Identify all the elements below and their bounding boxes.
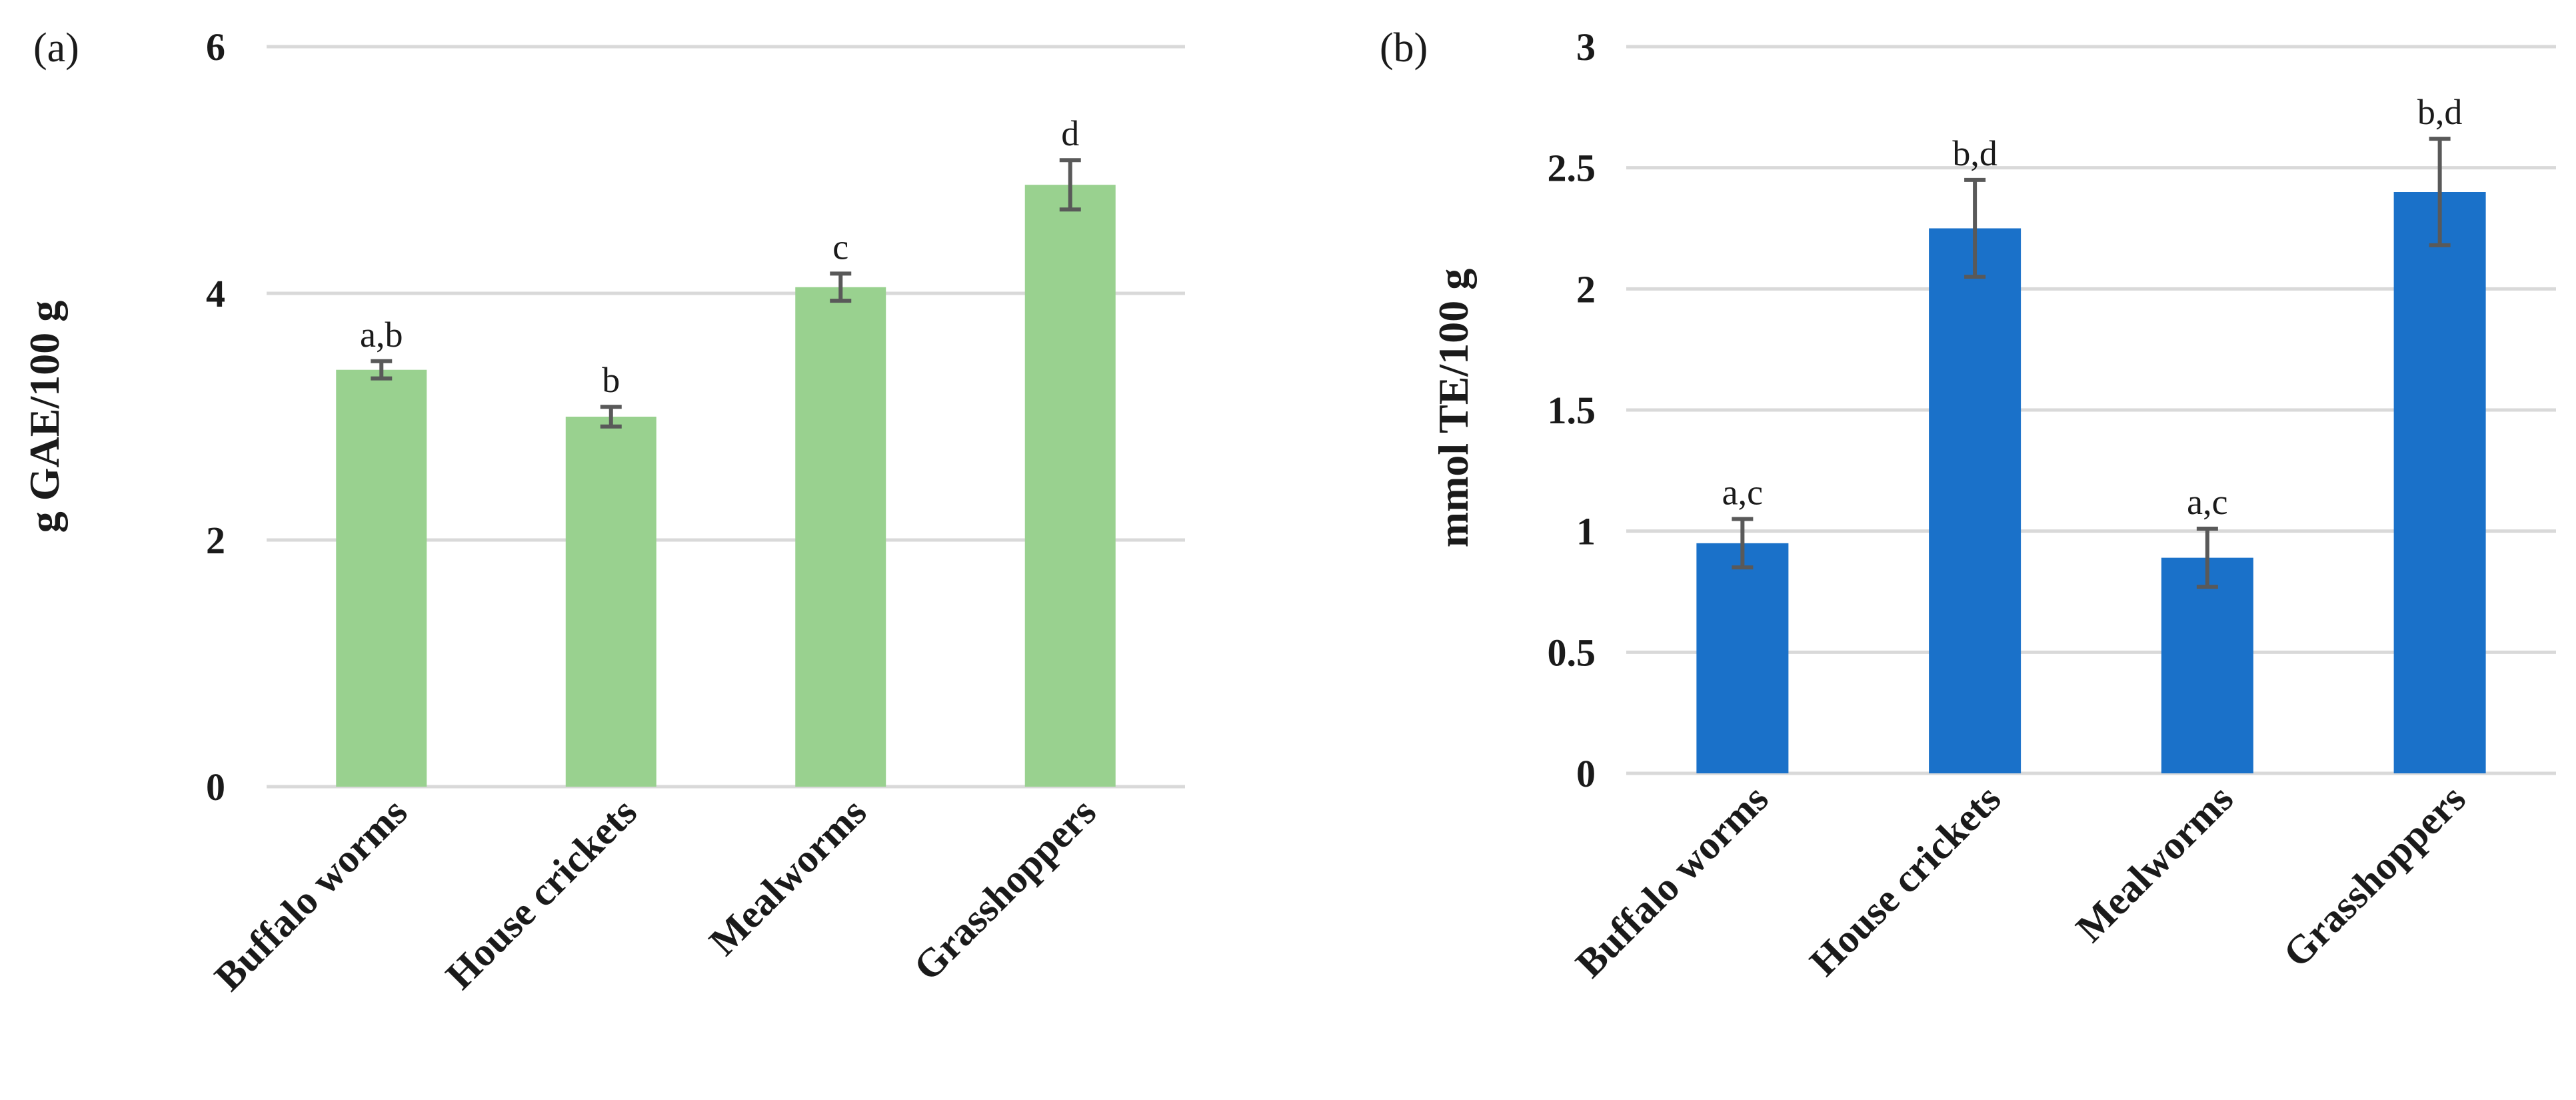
bar	[1024, 185, 1116, 787]
bar	[1929, 228, 2021, 773]
significance-label: a,c	[1722, 473, 1763, 513]
panel-label: (b)	[1380, 25, 1428, 71]
significance-label: a,b	[360, 315, 403, 355]
y-axis-title: g GAE/100 g	[21, 301, 68, 533]
panel-label: (a)	[33, 25, 79, 71]
y-tick-label: 0	[206, 765, 225, 809]
y-tick-label: 1.5	[1548, 389, 1596, 432]
significance-label: b	[602, 360, 620, 400]
y-tick-label: 4	[206, 272, 225, 315]
bar	[2393, 192, 2486, 773]
significance-label: b,d	[1952, 133, 1997, 173]
y-axis-title: mmol TE/100 g	[1430, 269, 1477, 547]
category-label: Buffalo worms	[206, 790, 415, 999]
y-tick-label: 2	[206, 519, 225, 562]
significance-label: d	[1061, 113, 1079, 153]
bar	[1696, 543, 1789, 773]
bar	[565, 417, 656, 787]
bar	[795, 287, 886, 787]
significance-label: a,c	[2187, 482, 2227, 522]
y-tick-label: 6	[206, 25, 225, 69]
y-tick-label: 2	[1576, 267, 1596, 311]
category-label: Mealworms	[2067, 777, 2241, 951]
category-label: House crickets	[437, 790, 645, 998]
y-tick-label: 0.5	[1548, 631, 1596, 674]
category-label: Mealworms	[700, 790, 874, 964]
y-tick-label: 0	[1576, 752, 1596, 795]
chart-panel-a: 0 2 4 6 (a) g GAE/100 g a,b Buffalo worms b House…	[21, 25, 1185, 999]
significance-label: b,d	[2417, 92, 2463, 132]
significance-label: c	[832, 227, 848, 267]
bar	[2161, 557, 2253, 773]
category-label: Grasshoppers	[2275, 777, 2474, 976]
bar	[336, 369, 427, 787]
category-label: Grasshoppers	[905, 790, 1104, 989]
chart-panel-b: 0 0.5 1 1.5 2 2.5 3 (b) mmol TE/100 g a,c Buffalo …	[1380, 25, 2556, 986]
category-label: House crickets	[1802, 777, 2009, 985]
y-tick-label: 1	[1576, 510, 1596, 553]
category-label: Buffalo worms	[1567, 777, 1776, 986]
y-tick-label: 2.5	[1548, 147, 1596, 190]
y-tick-label: 3	[1576, 25, 1596, 69]
